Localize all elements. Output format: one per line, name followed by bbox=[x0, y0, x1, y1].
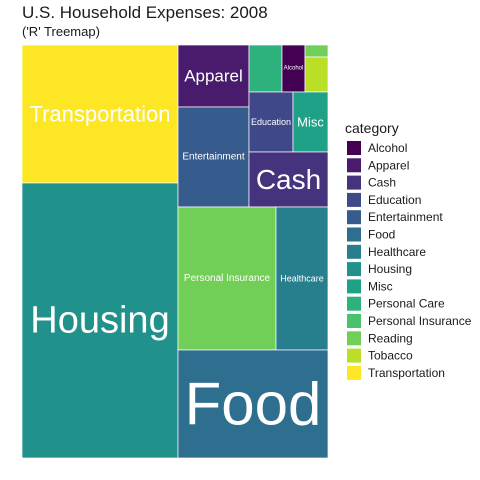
legend-swatch-misc bbox=[347, 279, 361, 294]
legend: category Alcohol Apparel Cash Education Ente… bbox=[345, 120, 472, 380]
legend-swatch-education bbox=[347, 192, 361, 207]
treemap-tiles: Transportation Housing Apparel Alcohol Enter… bbox=[21, 44, 329, 459]
legend-label-apparel: Apparel bbox=[368, 158, 409, 172]
tile-label-housing: Housing bbox=[30, 300, 169, 342]
tile-label-transportation: Transportation bbox=[29, 102, 170, 127]
legend-label-housing: Housing bbox=[368, 262, 412, 276]
tile-label-personal-insurance: Personal Insurance bbox=[184, 273, 271, 284]
legend-label-healthcare: Healthcare bbox=[368, 245, 426, 259]
tile-personal-care bbox=[248, 44, 283, 93]
legend-label-transportation: Transportation bbox=[368, 366, 445, 380]
legend-swatch-apparel bbox=[347, 158, 361, 173]
legend-swatch-housing bbox=[347, 262, 361, 277]
tile-reading bbox=[304, 44, 329, 58]
legend-swatch-tobacco bbox=[347, 348, 361, 363]
tile-label-education: Education bbox=[251, 117, 291, 127]
tile-label-cash: Cash bbox=[256, 164, 321, 195]
legend-swatch-reading bbox=[347, 331, 361, 346]
legend-label-cash: Cash bbox=[368, 176, 396, 190]
legend-label-alcohol: Alcohol bbox=[368, 141, 407, 155]
tile-label-apparel: Apparel bbox=[184, 67, 243, 86]
legend-label-personal-insurance: Personal Insurance bbox=[368, 314, 472, 328]
tile-label-alcohol: Alcohol bbox=[284, 66, 304, 72]
legend-swatch-cash bbox=[347, 175, 361, 190]
legend-swatch-transportation bbox=[347, 365, 361, 380]
tile-label-food: Food bbox=[185, 371, 322, 438]
legend-label-entertainment: Entertainment bbox=[368, 210, 443, 224]
legend-swatch-healthcare bbox=[347, 244, 361, 259]
tile-tobacco bbox=[304, 56, 329, 93]
tile-transportation bbox=[21, 44, 179, 184]
legend-swatch-personal-care bbox=[347, 296, 361, 311]
tile-personal-insurance bbox=[177, 206, 277, 351]
tile-label-healthcare: Healthcare bbox=[280, 274, 324, 284]
legend-label-reading: Reading bbox=[368, 331, 413, 345]
legend-swatch-food bbox=[347, 227, 361, 242]
tile-label-entertainment: Entertainment bbox=[182, 152, 244, 163]
legend-label-food: Food bbox=[368, 228, 395, 242]
legend-label-misc: Misc bbox=[368, 279, 393, 293]
legend-swatch-personal-insurance bbox=[347, 314, 361, 328]
tile-cash bbox=[248, 151, 329, 208]
tile-entertainment bbox=[177, 106, 250, 208]
tile-housing bbox=[21, 182, 179, 459]
chart-title: U.S. Household Expenses: 2008 bbox=[22, 3, 268, 22]
legend-label-education: Education bbox=[368, 193, 421, 207]
legend-swatch-alcohol bbox=[347, 141, 361, 155]
tile-apparel bbox=[177, 44, 250, 108]
legend-title: category bbox=[345, 120, 399, 136]
tile-healthcare bbox=[275, 206, 329, 351]
tile-food bbox=[177, 349, 329, 459]
tile-label-misc: Misc bbox=[297, 115, 324, 130]
legend-label-personal-care: Personal Care bbox=[368, 297, 445, 311]
legend-swatch-entertainment bbox=[347, 210, 361, 225]
chart-subtitle: ('R' Treemap) bbox=[22, 24, 100, 39]
legend-label-tobacco: Tobacco bbox=[368, 349, 413, 363]
